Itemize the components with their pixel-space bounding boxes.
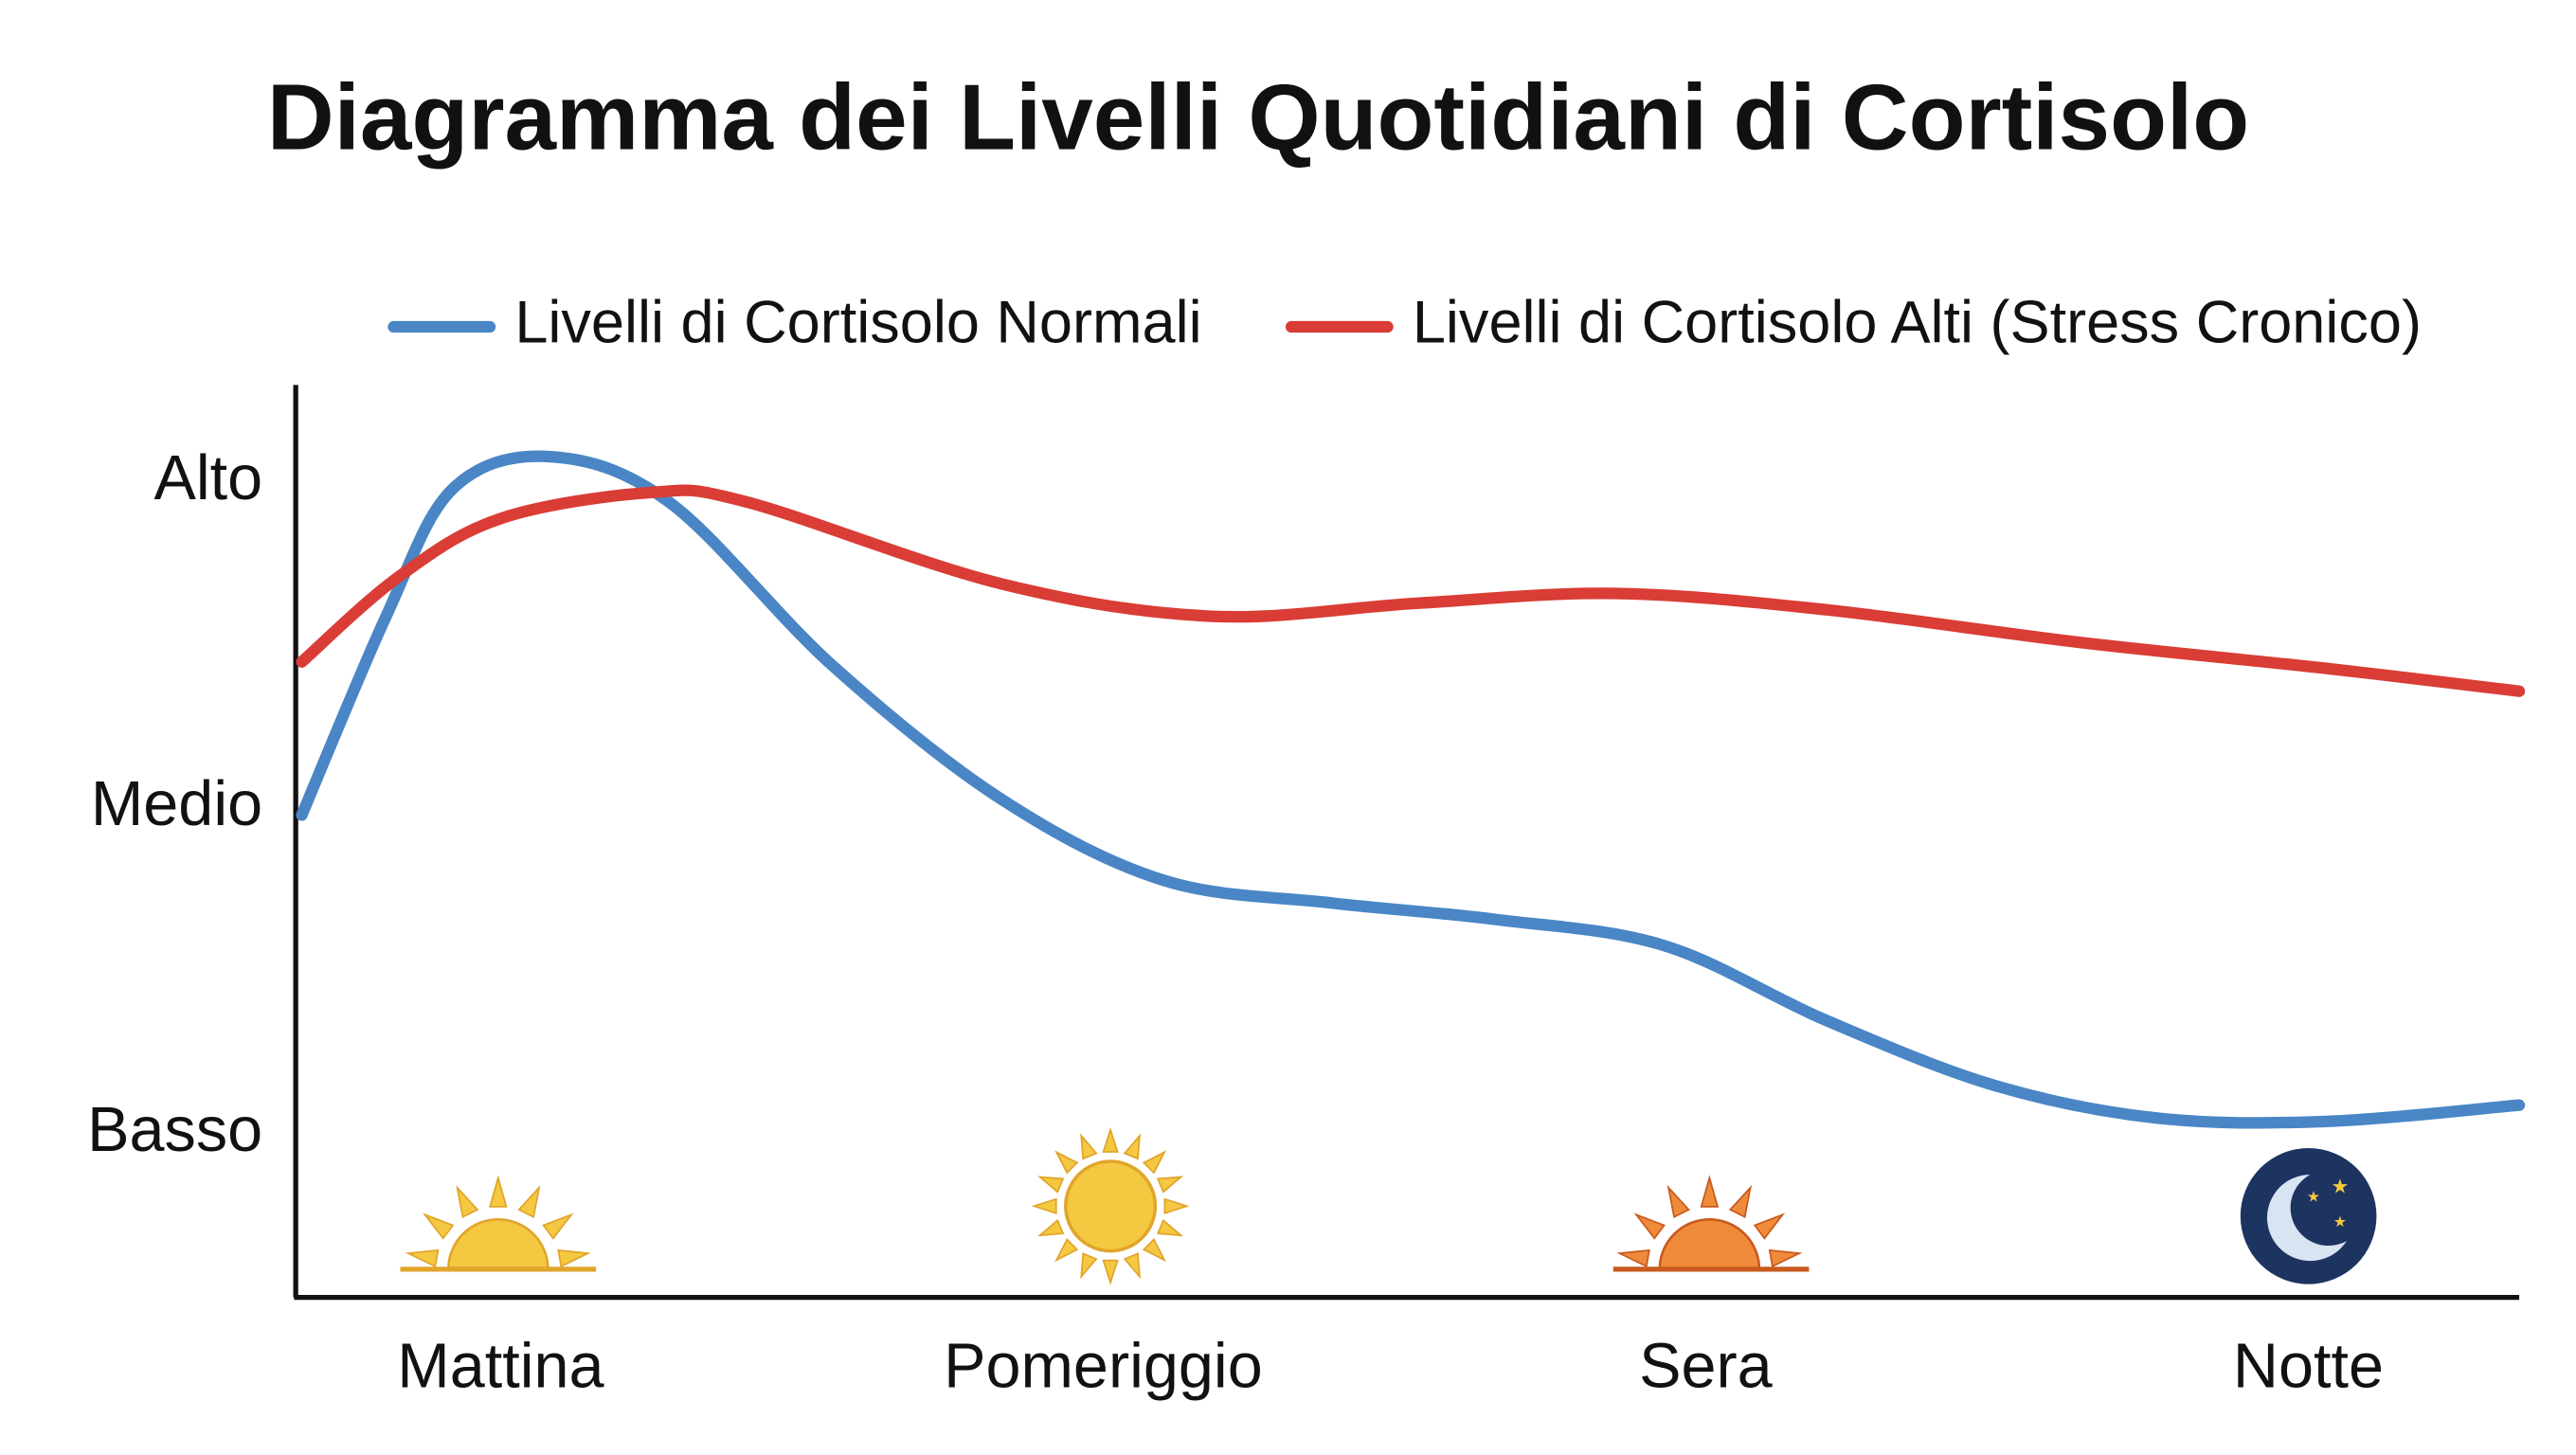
x-tick-label: Sera bbox=[1639, 1331, 1774, 1401]
sun-ray bbox=[1123, 1133, 1142, 1160]
star: ★ bbox=[2333, 1214, 2347, 1230]
sun-ray bbox=[1700, 1175, 1720, 1208]
sun-ray bbox=[1080, 1252, 1098, 1280]
sun-ray bbox=[1728, 1184, 1753, 1219]
sun-body bbox=[1658, 1217, 1761, 1271]
sun-ray bbox=[1666, 1184, 1690, 1219]
moon bbox=[2267, 1175, 2347, 1262]
sun-ray bbox=[1163, 1197, 1190, 1214]
sun-ray bbox=[1031, 1197, 1057, 1214]
sun-ray bbox=[1142, 1238, 1167, 1263]
x-tick-label: Mattina bbox=[397, 1331, 604, 1401]
sun-ray bbox=[422, 1212, 455, 1240]
y-tick-label: Alto bbox=[153, 443, 262, 513]
series-line bbox=[296, 450, 2526, 1129]
star: ★ bbox=[2331, 1177, 2349, 1198]
icon-morning-sun bbox=[400, 1175, 597, 1272]
moon-background bbox=[2240, 1147, 2377, 1284]
series-line bbox=[296, 484, 2526, 697]
y-tick-label: Medio bbox=[91, 769, 262, 839]
icon-afternoon-sun bbox=[1031, 1126, 1190, 1285]
sun-body bbox=[1064, 1159, 1158, 1253]
sun-ray bbox=[1054, 1238, 1079, 1263]
sun-ray bbox=[557, 1248, 591, 1268]
sun-ray bbox=[405, 1248, 440, 1268]
legend-label: Livelli di Cortisolo Normali bbox=[514, 290, 1201, 356]
sun-ray bbox=[1633, 1212, 1666, 1240]
sun-rays bbox=[1031, 1126, 1190, 1285]
x-tick-label: Notte bbox=[2233, 1331, 2384, 1401]
star: ★ bbox=[2307, 1190, 2320, 1206]
sun-ray bbox=[517, 1184, 541, 1219]
legend-label: Livelli di Cortisolo Alti (Stress Cronic… bbox=[1413, 290, 2422, 356]
sun-rays bbox=[405, 1175, 591, 1268]
sun-ray bbox=[1768, 1248, 1803, 1268]
sun-ray bbox=[1142, 1150, 1167, 1175]
x-tick-label: Pomeriggio bbox=[944, 1331, 1263, 1401]
sun-ray bbox=[1156, 1218, 1184, 1237]
y-tick-label: Basso bbox=[87, 1095, 262, 1165]
icon-night-moon: ★ ★ ★ bbox=[2240, 1147, 2377, 1284]
sun-ray bbox=[489, 1175, 508, 1208]
sun-rays bbox=[1616, 1175, 1803, 1268]
sun-ray bbox=[1616, 1248, 1650, 1268]
sun-ray bbox=[1054, 1150, 1079, 1175]
sun-ray bbox=[1080, 1133, 1098, 1160]
icon-evening-sun bbox=[1612, 1175, 1810, 1272]
sun-ray bbox=[542, 1212, 574, 1240]
sun-body bbox=[446, 1217, 549, 1271]
sun-ray bbox=[1156, 1176, 1184, 1194]
sun-ray bbox=[1037, 1176, 1065, 1194]
chart-title: Diagramma dei Livelli Quotidiani di Cort… bbox=[267, 64, 2249, 169]
sun-ray bbox=[1037, 1218, 1065, 1237]
sun-ray bbox=[1123, 1252, 1142, 1280]
sun-ray bbox=[1102, 1259, 1119, 1285]
sun-ray bbox=[456, 1184, 479, 1219]
sun-ray bbox=[1102, 1126, 1119, 1153]
sun-ray bbox=[1753, 1212, 1786, 1240]
